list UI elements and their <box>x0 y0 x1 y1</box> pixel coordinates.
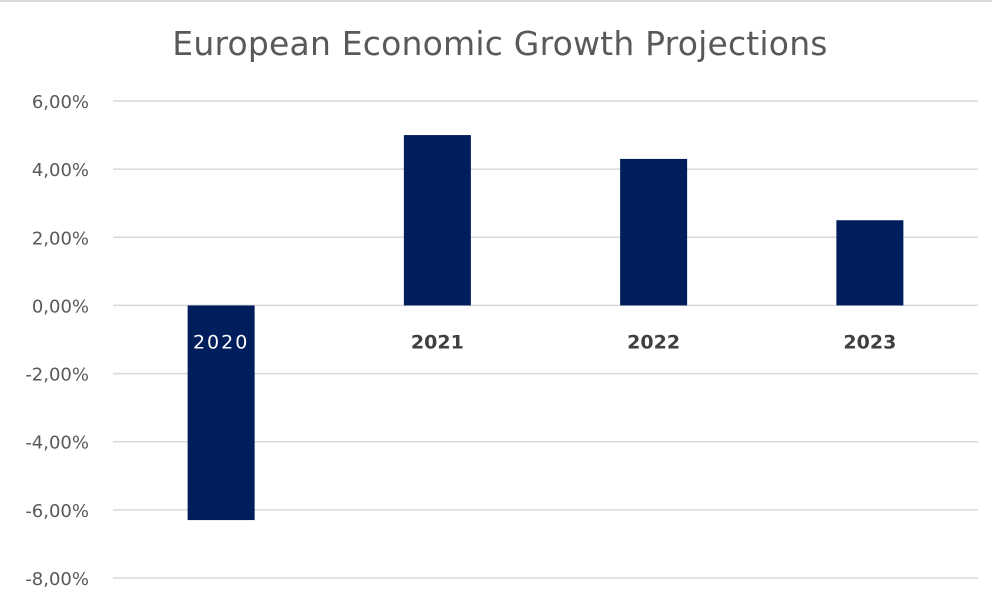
y-axis-tick-labels: 6,00% 4,00% 2,00% 0,00% -2,00% -4,00% -6,00% -8… <box>25 92 89 590</box>
chart-title: European Economic Growth Projections <box>172 24 828 63</box>
y-tick-label: 0,00% <box>32 296 89 317</box>
y-tick-label: 6,00% <box>32 92 89 113</box>
x-tick-label-2023: 2023 <box>843 331 896 353</box>
gridlines <box>113 100 978 579</box>
x-tick-label-2020: 2020 <box>193 331 249 353</box>
y-tick-label: -6,00% <box>25 501 89 522</box>
bars <box>187 135 904 521</box>
y-tick-label: -4,00% <box>25 433 89 454</box>
top-border <box>0 0 992 2</box>
bar-2022 <box>620 158 688 306</box>
y-tick-label: 4,00% <box>32 160 89 181</box>
x-axis-category-labels: 2020 2021 2022 2023 <box>193 331 896 353</box>
bar-2023 <box>836 220 904 306</box>
y-tick-label: -2,00% <box>25 365 89 386</box>
bar-2021 <box>403 135 471 306</box>
x-tick-label-2021: 2021 <box>411 331 464 353</box>
x-tick-label-2022: 2022 <box>627 331 680 353</box>
y-tick-label: 2,00% <box>32 228 89 249</box>
y-tick-label: -8,00% <box>25 569 89 590</box>
bar-2020 <box>187 305 255 521</box>
